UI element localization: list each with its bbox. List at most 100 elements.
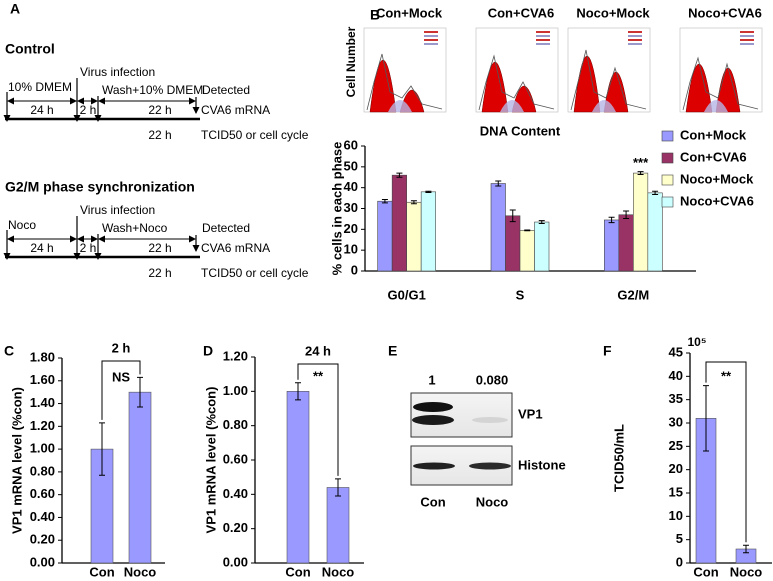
flow-trace	[366, 53, 443, 111]
bar	[128, 391, 152, 564]
bar	[490, 183, 506, 272]
flow-legend-mark	[628, 43, 642, 45]
panel-label: F	[603, 343, 612, 359]
timeline-text: Wash+Noco	[102, 221, 168, 235]
panel-label: D	[203, 343, 213, 359]
flow-legend-mark	[740, 31, 754, 33]
x-tick-label: Noco	[322, 564, 355, 579]
error-bar	[637, 171, 644, 176]
significance-bracket	[705, 361, 747, 543]
bar	[326, 487, 350, 564]
blot-band	[413, 462, 455, 470]
y-tick-label: 1.20	[223, 348, 248, 363]
error-bar	[295, 382, 301, 401]
bar	[377, 200, 393, 272]
error-bar	[509, 209, 516, 223]
legend-label: Con+CVA6	[680, 149, 747, 164]
bar	[519, 230, 535, 272]
flow-sphase	[388, 100, 412, 112]
timeline-text: Virus infection	[80, 65, 155, 79]
error-bar	[381, 199, 388, 204]
bracket-label: 2 h	[112, 340, 131, 355]
panel-label: B	[370, 7, 380, 23]
y-tick-label: 0	[676, 554, 683, 569]
error-bar	[652, 190, 659, 196]
flow-legend-mark	[740, 39, 754, 41]
flow-legend-mark	[424, 35, 438, 37]
bar	[618, 214, 634, 272]
flow-legend-mark	[424, 31, 438, 33]
timeline-text: Detected	[202, 83, 250, 97]
bar	[604, 219, 620, 272]
y-tick-label: 10	[344, 242, 358, 257]
bar	[647, 192, 663, 272]
blot-band	[472, 417, 508, 423]
error-bar	[137, 376, 143, 408]
significance: **	[721, 368, 732, 383]
timeline-text: 22 h	[148, 241, 171, 255]
significance: **	[313, 368, 324, 383]
flow-legend-mark	[628, 31, 642, 33]
y-axis-label: TCID50/mL	[611, 424, 626, 492]
y-tick-label: 20	[669, 461, 683, 476]
y-tick-label: 0.40	[30, 509, 55, 524]
bar	[505, 215, 521, 272]
y-tick-label: 45	[669, 344, 683, 359]
y-tick-label: 25	[669, 438, 683, 453]
y-tick-label: 40	[344, 179, 358, 194]
flow-peak	[573, 56, 601, 113]
x-tick-label: Noco	[730, 564, 763, 579]
y-tick-label: 0.00	[30, 554, 55, 569]
flow-sphase	[500, 100, 524, 112]
flow-legend-mark	[740, 35, 754, 37]
x-tick-label: Noco	[124, 564, 157, 579]
flow-legend-mark	[424, 43, 438, 45]
error-bar	[524, 229, 531, 232]
legend-label: Noco+CVA6	[680, 193, 754, 208]
significance: NS	[112, 369, 130, 384]
panel-label: C	[4, 343, 14, 359]
timeline-text: Detected	[202, 221, 250, 235]
timeline-text: Noco	[8, 218, 36, 232]
flow-trace	[570, 49, 647, 111]
y-tick-label: 30	[669, 414, 683, 429]
flow-legend-mark	[628, 35, 642, 37]
y-tick-label: 1.80	[30, 349, 55, 364]
legend-swatch	[661, 174, 674, 186]
bar	[391, 174, 407, 272]
flow-title: Con+CVA6	[488, 5, 555, 20]
bar	[406, 201, 422, 272]
flow-trace	[478, 54, 555, 111]
blot-ratio: 0.080	[476, 372, 509, 387]
x-tick-label: G2/M	[617, 287, 649, 302]
y-tick-label: 10	[669, 508, 683, 523]
x-tick-label: Con	[89, 564, 114, 579]
timeline-text: TCID50 or cell cycle	[201, 266, 309, 280]
timeline-text: CVA6 mRNA	[201, 241, 270, 255]
x-tick-label: G0/G1	[388, 287, 426, 302]
y-tick-label: 0.40	[223, 486, 248, 501]
significance-bracket	[101, 360, 141, 420]
x-tick-label: S	[516, 287, 525, 302]
flow-title: Noco+Mock	[576, 5, 650, 20]
y-tick-label: 60	[344, 137, 358, 152]
timeline-text: CVA6 mRNA	[201, 103, 270, 117]
x-tick-label: Con	[285, 564, 310, 579]
blot-band-label: Histone	[518, 457, 566, 472]
y-tick-label: 40	[669, 368, 683, 383]
flow-title: Noco+CVA6	[688, 5, 762, 20]
y-tick-label: 0.80	[223, 417, 248, 432]
error-bar	[425, 190, 432, 193]
timeline-text: 22 h	[148, 103, 171, 117]
blot-lane-label: Con	[420, 494, 445, 509]
y-tick-label: 0.00	[223, 554, 248, 569]
x-tick-label: Con	[693, 564, 718, 579]
error-bar	[410, 200, 417, 205]
y-axis-label: VP1 mRNA level (%con)	[9, 387, 24, 534]
blot-band-label: VP1	[518, 406, 543, 421]
y-tick-label: 50	[344, 158, 358, 173]
y-exponent: 10⁵	[688, 335, 707, 349]
flow-legend-mark	[536, 31, 550, 33]
y-tick-label: 30	[344, 200, 358, 215]
timeline-text: G2/M phase synchronization	[5, 179, 195, 195]
